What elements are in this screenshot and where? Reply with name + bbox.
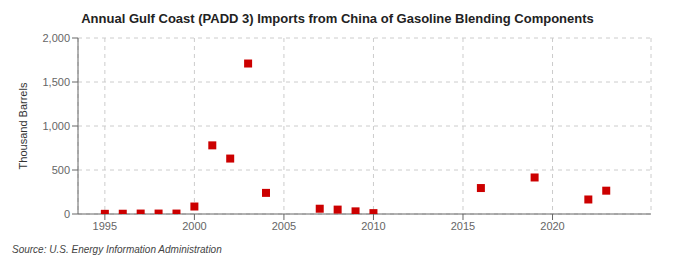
svg-text:0: 0 — [64, 208, 70, 220]
html-text:Source: U.S. Energy Informatio: Source: U.S. Energy Information Administ… — [12, 244, 222, 255]
svg-text:500: 500 — [52, 164, 70, 176]
svg-text:2015: 2015 — [451, 220, 475, 232]
svg-text:1995: 1995 — [93, 220, 117, 232]
svg-text:2010: 2010 — [361, 220, 385, 232]
svg-text:1,000: 1,000 — [42, 120, 70, 132]
svg-text:2,000: 2,000 — [42, 32, 70, 44]
svg-text:2005: 2005 — [272, 220, 296, 232]
svg-text:2000: 2000 — [182, 220, 206, 232]
html-text:Annual Gulf Coast (PADD 3) Imp: Annual Gulf Coast (PADD 3) Imports from … — [81, 11, 594, 26]
svg-text:1,500: 1,500 — [42, 76, 70, 88]
svg-text:Thousand Barrels: Thousand Barrels — [17, 82, 29, 169]
svg-text:2020: 2020 — [540, 220, 564, 232]
